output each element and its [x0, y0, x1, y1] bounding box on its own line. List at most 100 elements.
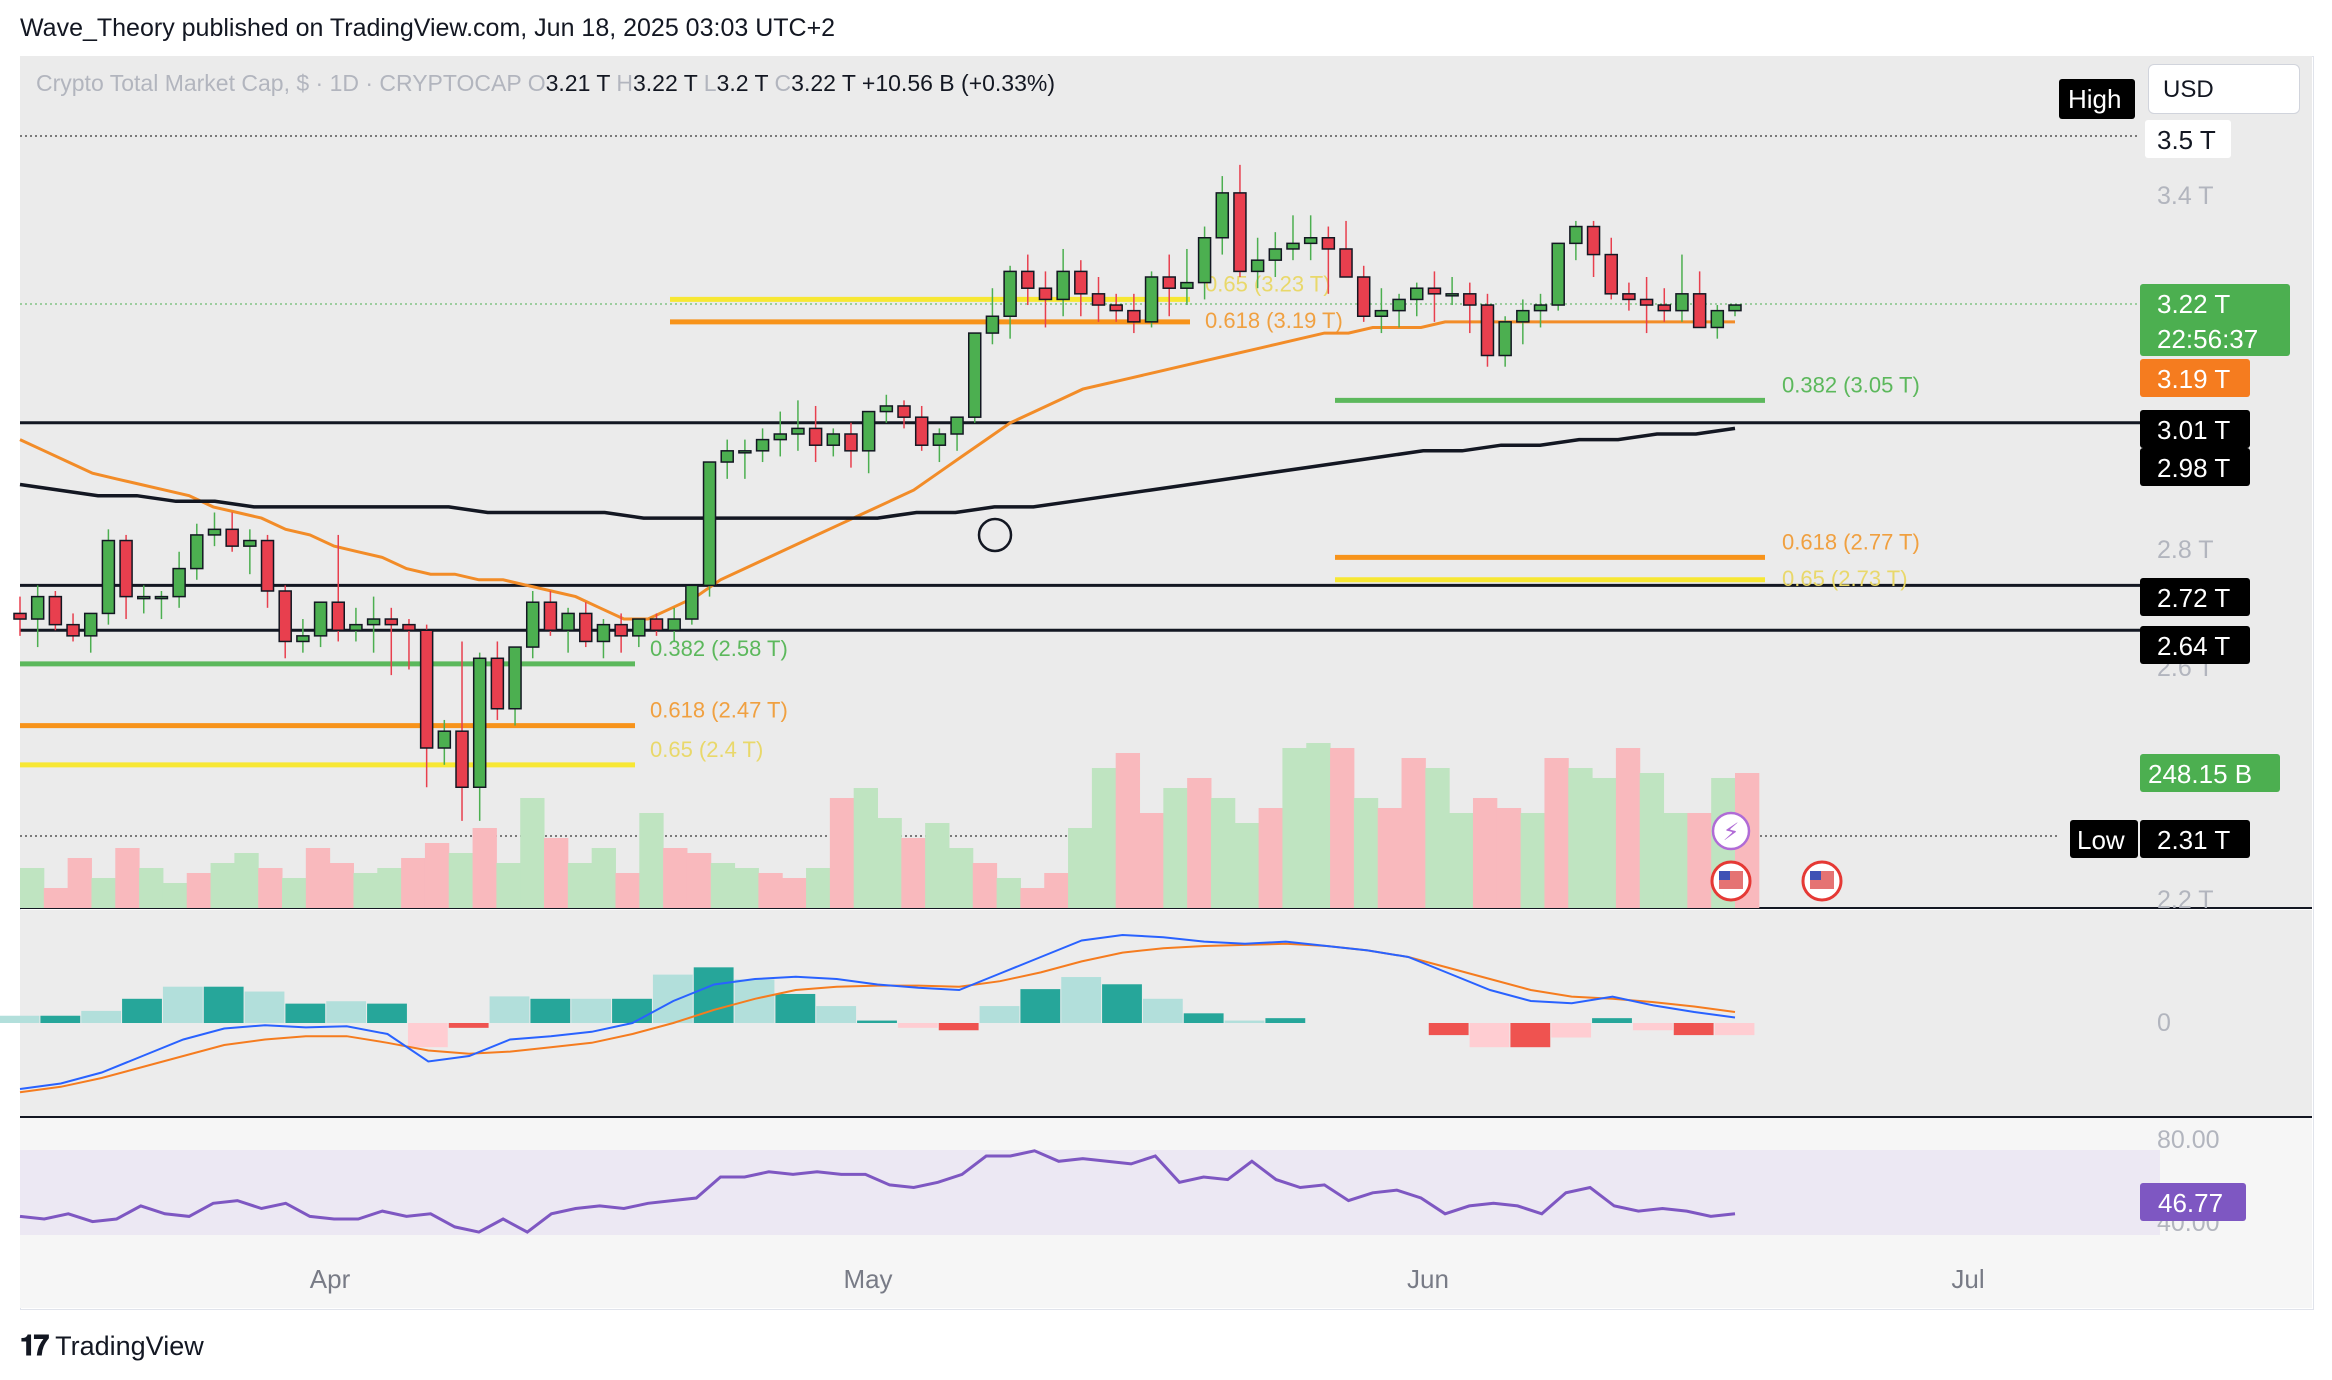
candle-body [1109, 304, 1123, 312]
candle-body [1144, 276, 1159, 323]
volume-bar [496, 863, 521, 908]
volume-bar [448, 853, 474, 908]
macd-histogram-bar [938, 1023, 979, 1031]
candle-body [490, 657, 505, 710]
fib-level-label: 0.65 (2.4 T) [650, 737, 763, 762]
fib-level-label: 0.618 (2.77 T) [1782, 529, 1920, 554]
price-badge [2140, 578, 2250, 616]
macd-histogram-bar [1510, 1023, 1551, 1048]
legend-o-label: O [527, 70, 546, 96]
price-badge [2140, 448, 2250, 486]
macd-histogram-bar [1428, 1023, 1469, 1036]
price-badge-label: 2.64 T [2157, 631, 2230, 661]
volume-bar [1401, 758, 1426, 908]
candle-body [1622, 293, 1636, 301]
macd-histogram-bar [40, 1015, 81, 1023]
candle-body [190, 534, 204, 570]
candle-body [1233, 192, 1247, 273]
volume-bar [1306, 743, 1331, 908]
volume-bar [1353, 798, 1379, 908]
volume-bar [591, 848, 616, 908]
macd-tick-label: 0 [2157, 1009, 2171, 1037]
tradingview-logo-icon: 𝟏𝟕 [20, 1330, 49, 1361]
volume-bar [1544, 758, 1569, 908]
macd-histogram-bar [1592, 1018, 1632, 1023]
macd-histogram-bar [897, 1023, 938, 1028]
volume-bar [1282, 748, 1307, 908]
countdown-label: 22:56:37 [2157, 324, 2258, 354]
candle-body [48, 595, 63, 626]
candle-body [1569, 225, 1583, 245]
volume-bar [1068, 828, 1093, 908]
volume-bar [305, 848, 331, 908]
rsi-line [19, 1149, 1736, 1234]
volume-bar [282, 878, 307, 908]
volume-bar [91, 878, 116, 908]
candle-body [101, 539, 116, 615]
candle-body [579, 612, 593, 643]
candle-body [313, 601, 328, 637]
candle-body [685, 584, 699, 620]
volume-bar [1592, 778, 1617, 908]
candle-body [455, 730, 469, 789]
candle-body [1657, 304, 1672, 312]
volume-bar [544, 838, 569, 908]
legend-close: 3.22 T [791, 70, 856, 96]
volume-bar [520, 798, 545, 908]
volume-bar [20, 868, 45, 908]
candle-body [278, 590, 292, 643]
macd-pane [0, 933, 1755, 1094]
volume-bar [1639, 773, 1665, 908]
rsi-band [20, 1150, 2160, 1235]
candle-body [1286, 242, 1300, 250]
price-badge [2140, 626, 2250, 664]
candle-body [1692, 293, 1707, 329]
macd-histogram-bar [1020, 989, 1061, 1023]
macd-histogram-bar [816, 1006, 857, 1023]
time-axis-label: Jun [1407, 1264, 1449, 1294]
macd-histogram-bar [1224, 1020, 1265, 1023]
price-badge-label: 3.01 T [2157, 415, 2230, 445]
tradingview-brand: TradingView [55, 1331, 204, 1361]
candle-body [1728, 304, 1742, 312]
volume-bar [1449, 813, 1474, 908]
macd-histogram-bar [244, 991, 285, 1023]
macd-histogram-bar [122, 998, 162, 1023]
volume-bar [1615, 748, 1641, 908]
volume-bar [829, 798, 855, 908]
price-badge [2059, 79, 2135, 119]
macd-histogram-bar [81, 1010, 122, 1023]
volume-bar [401, 858, 426, 908]
legend-open: 3.21 T [545, 70, 610, 96]
candle-body [755, 438, 770, 452]
macd-histogram-bar [775, 993, 816, 1023]
candlesticks [13, 164, 1742, 821]
currency-button[interactable]: USD [2148, 64, 2300, 114]
macd-histogram-bar [1061, 977, 1102, 1023]
symbol-legend: Crypto Total Market Cap, $ · 1D · CRYPTO… [36, 70, 1055, 97]
volume-bar [1091, 768, 1117, 908]
volume-bar [1472, 798, 1498, 908]
legend-h-label: H [616, 70, 633, 96]
macd-histogram-bar [489, 996, 530, 1023]
candle-body [366, 618, 381, 626]
candle-body [437, 730, 452, 749]
candle-body [1074, 270, 1088, 295]
fib-level-label: 0.65 (3.23 T) [1205, 271, 1331, 296]
moving-averages [19, 320, 1736, 621]
macd-histogram-bar [0, 1015, 40, 1023]
volume-bar [1187, 778, 1212, 908]
candle-body [1127, 309, 1141, 323]
candle-body [508, 646, 522, 710]
candle-body [154, 595, 169, 600]
tradingview-logo[interactable]: 𝟏𝟕 TradingView [20, 1330, 204, 1363]
macd-histogram-bar [652, 974, 693, 1023]
candle-body [1675, 293, 1689, 312]
volume-bar [710, 863, 736, 908]
macd-histogram-bar [1142, 998, 1183, 1023]
candle-body [1516, 309, 1530, 323]
macd-histogram-bar [734, 979, 775, 1023]
candle-body [614, 623, 628, 637]
